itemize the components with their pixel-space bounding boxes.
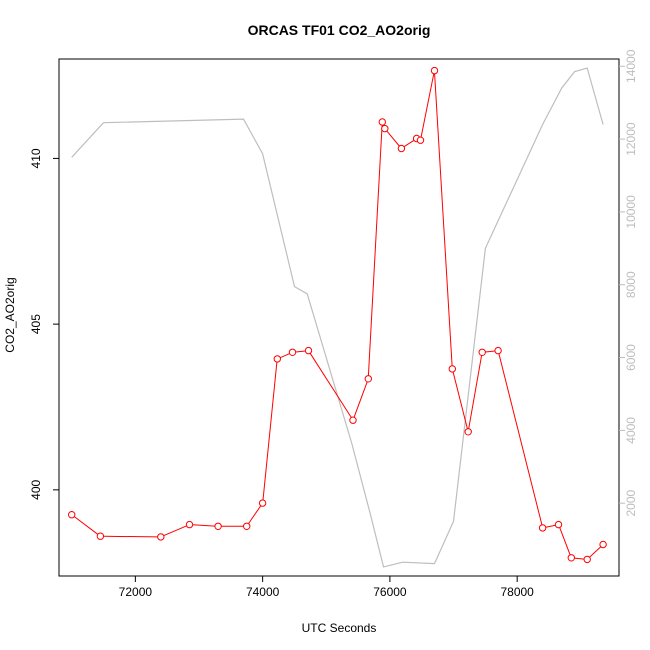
primary-series-segment (468, 355, 483, 429)
primary-series-segment (353, 381, 368, 418)
data-point (397, 144, 406, 153)
primary-series-segment (73, 516, 99, 535)
data-point (96, 532, 105, 540)
primary-series-segment (589, 546, 602, 558)
data-point (430, 66, 439, 75)
y2-tick-label: 6000 (624, 344, 638, 371)
data-point (464, 428, 472, 436)
y-tick-label: 410 (29, 148, 43, 168)
y2-tick-label: 8000 (624, 271, 638, 298)
y2-tick-label: 4000 (624, 417, 638, 444)
primary-series-segment (386, 130, 400, 147)
y2-tick-label: 12000 (624, 122, 638, 156)
x-tick-label: 76000 (373, 585, 407, 599)
data-point (567, 554, 575, 562)
primary-series-segment (485, 350, 495, 353)
x-axis: 72000 74000 76000 78000 (119, 576, 534, 599)
primary-series-segment (545, 524, 556, 528)
primary-series-segment (262, 362, 278, 500)
data-point (599, 540, 607, 549)
x-tick-label: 72000 (119, 585, 153, 599)
y-axis-label: CO2_AO2orig (3, 277, 17, 352)
data-point (583, 555, 591, 564)
y2-tick-label: 10000 (624, 195, 638, 229)
y-axis: 400 405 410 (29, 148, 59, 500)
data-point (538, 524, 547, 532)
primary-series-segment (295, 350, 306, 353)
primary-series-segment (103, 535, 158, 538)
data-point (478, 348, 486, 356)
plot-frame (58, 58, 620, 577)
data-point (364, 375, 372, 383)
primary-series-segment (309, 353, 352, 418)
primary-series-segment (163, 525, 187, 537)
y-tick-label: 400 (29, 480, 43, 500)
series-layer (68, 66, 607, 568)
secondary-series-line (71, 67, 604, 568)
primary-series-segment (367, 125, 383, 376)
chart-title: ORCAS TF01 CO2_AO2orig (248, 22, 431, 38)
data-point (381, 124, 389, 133)
primary-series-segment (434, 73, 453, 366)
data-point (243, 522, 251, 530)
data-point (185, 520, 194, 529)
data-point (494, 346, 502, 355)
data-point (214, 522, 222, 530)
data-point (304, 346, 313, 355)
data-point (273, 355, 281, 363)
x-tick-label: 74000 (246, 585, 280, 599)
y2-axis: 2000 4000 6000 8000 10000 12000 14000 (619, 49, 638, 517)
data-point (258, 499, 267, 507)
data-point (448, 365, 456, 373)
data-point (416, 136, 425, 144)
data-point (157, 533, 165, 541)
y2-tick-label: 2000 (624, 490, 638, 517)
data-point (288, 348, 297, 356)
primary-series-segment (403, 139, 415, 148)
y-tick-label: 405 (29, 314, 43, 334)
y2-tick-label: 14000 (624, 49, 638, 83)
primary-series-segment (248, 505, 262, 524)
x-tick-label: 78000 (500, 585, 534, 599)
data-point (378, 118, 386, 126)
primary-series-segment (574, 557, 585, 560)
primary-series-segment (452, 371, 468, 429)
data-point (349, 416, 357, 424)
x-axis-label: UTC Seconds (302, 621, 377, 635)
data-point (554, 520, 563, 529)
data-point (68, 511, 76, 519)
primary-series-segment (420, 73, 435, 138)
primary-series-segment (280, 353, 290, 359)
primary-series-segment (498, 353, 543, 525)
primary-series-segment (192, 524, 215, 527)
primary-series-segment (559, 527, 571, 555)
